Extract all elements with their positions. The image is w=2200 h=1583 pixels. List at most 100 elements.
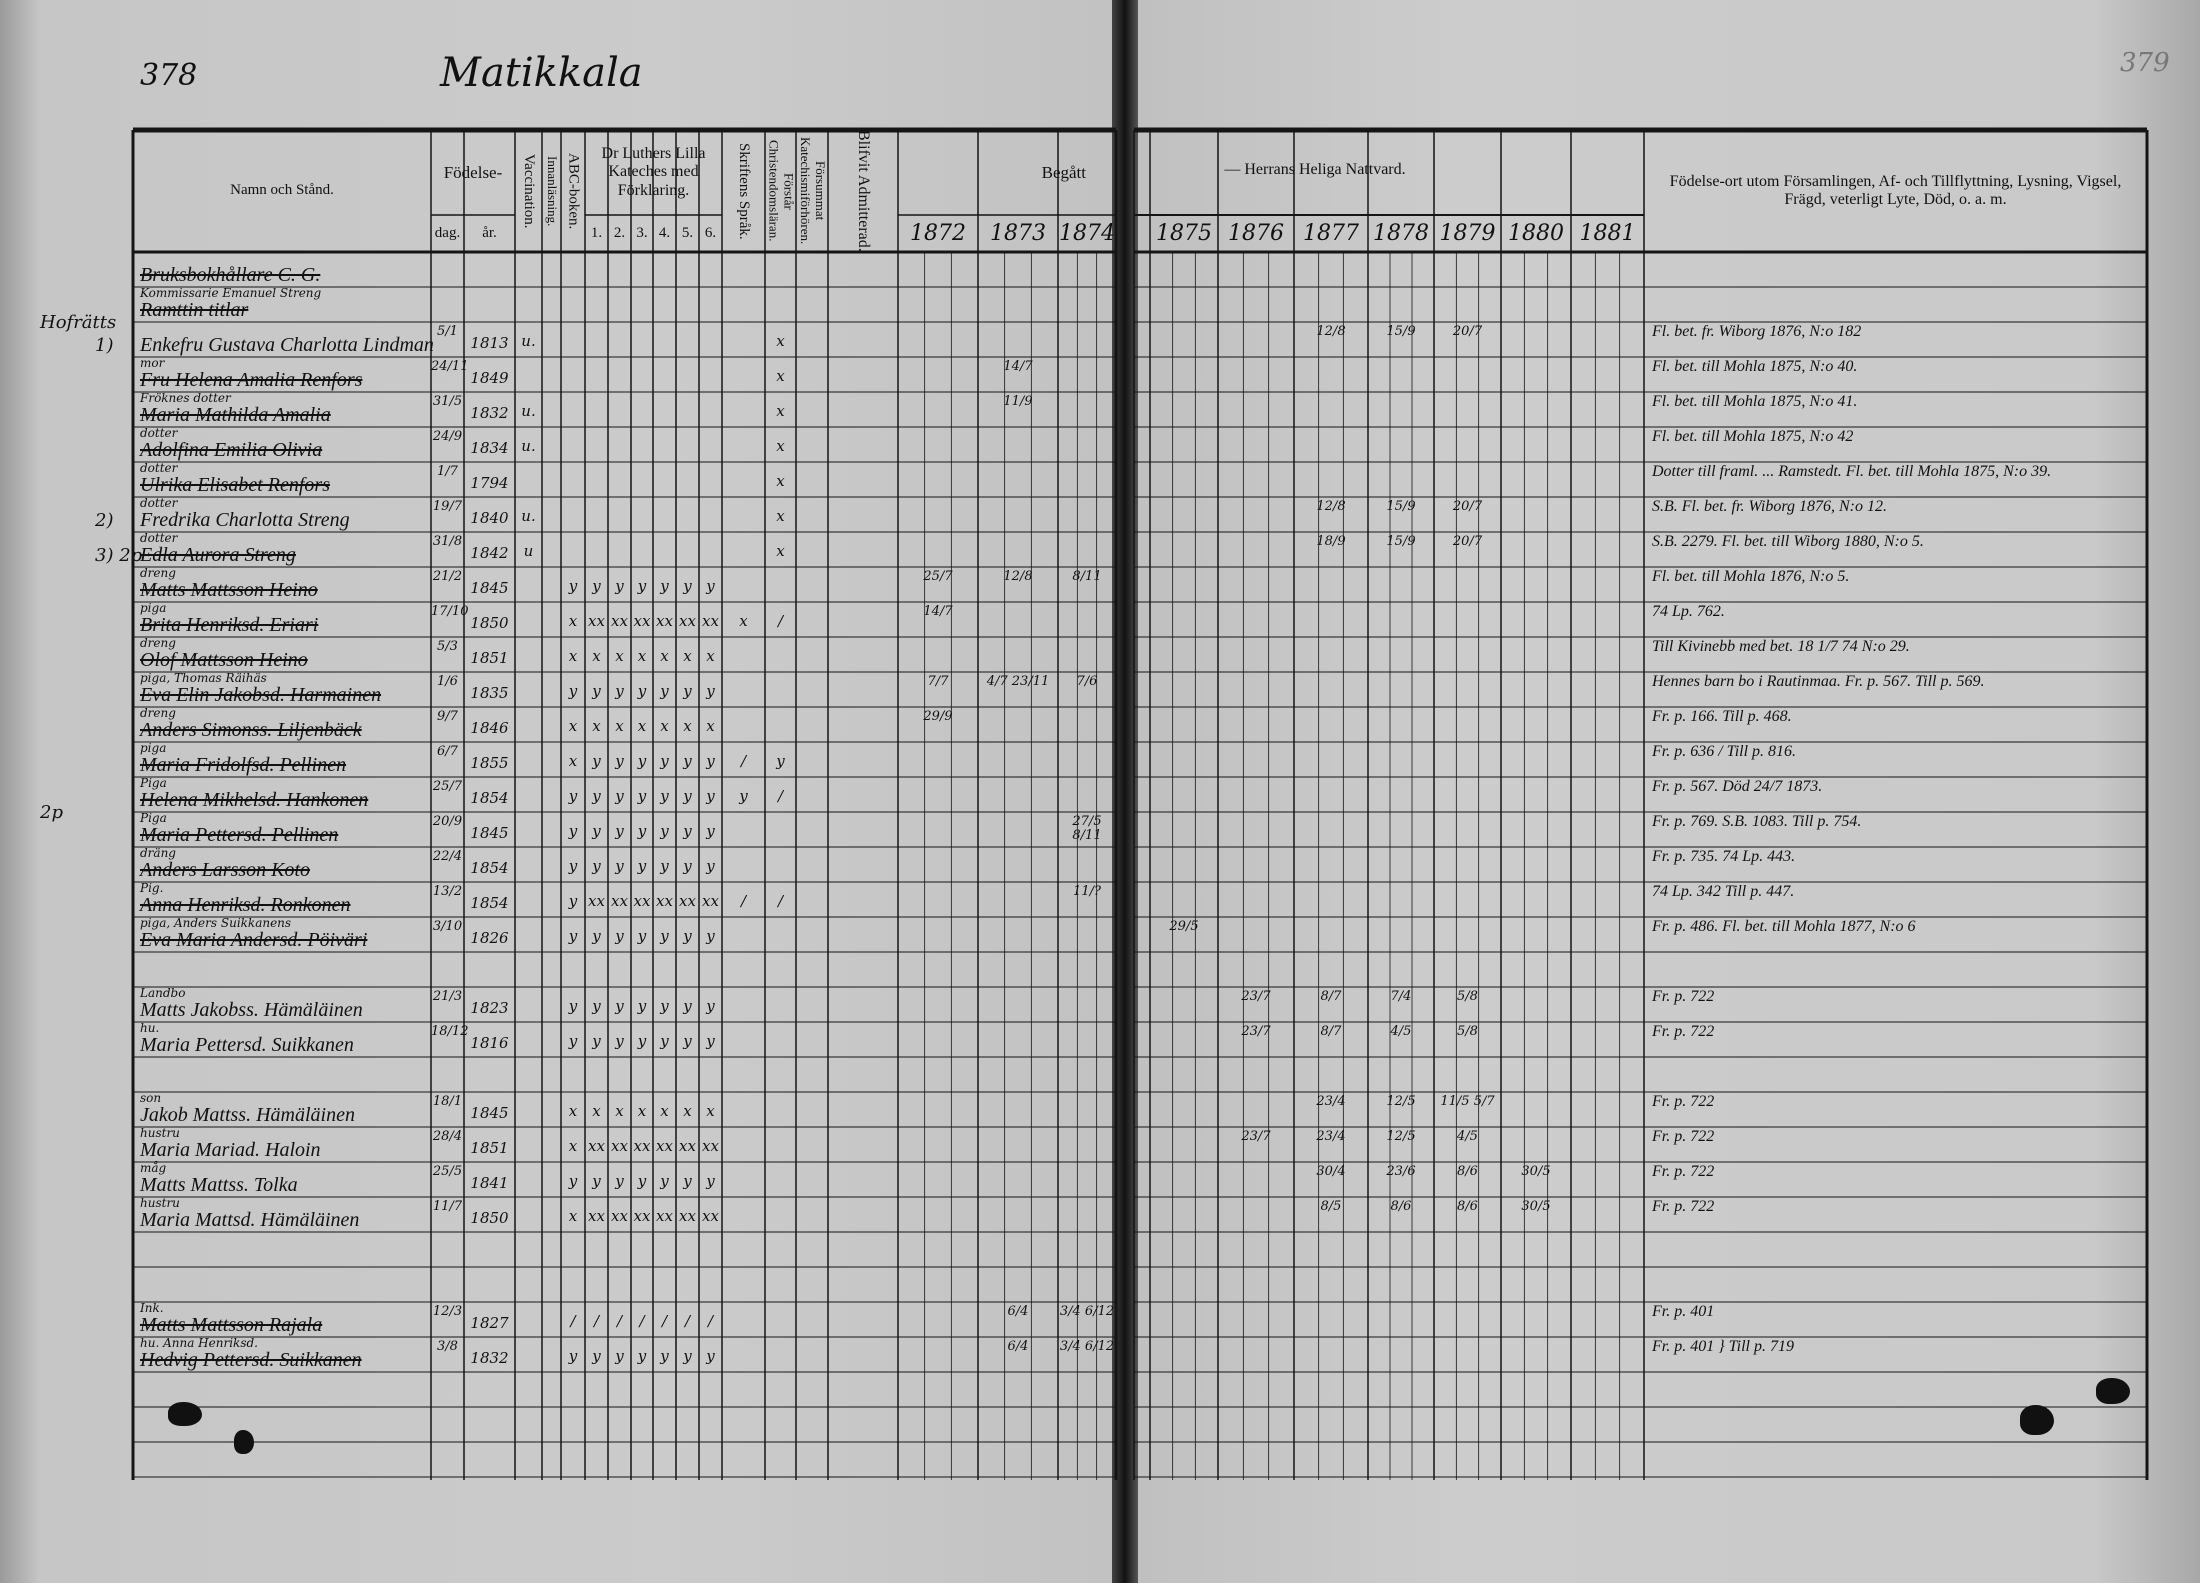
birth-year: 1827 <box>470 1314 509 1332</box>
person-name: Maria Fridolfsd. Pellinen <box>140 754 347 776</box>
catechism-mark: y <box>637 822 647 840</box>
catechism-mark: y <box>615 577 624 595</box>
vaccination-mark: u. <box>521 437 536 455</box>
birth-year: 1845 <box>470 579 509 597</box>
person-status: hu. <box>140 1021 160 1035</box>
communion-1873: 4/7 23/11 <box>986 674 1050 689</box>
remark: Fr. p. 722 <box>1652 1023 1715 1040</box>
catechism-mark: x <box>637 1102 647 1120</box>
person-name: Ulrika Elisabet Renfors <box>140 474 330 496</box>
person-name: Matts Mattsson Heino <box>140 579 318 601</box>
header-birth: Födelse- <box>443 162 503 182</box>
remark: 74 Lp. 342 Till p. 447. <box>1652 883 1795 900</box>
left-page <box>0 0 1116 1583</box>
communion-1876: 23/7 <box>1241 1024 1271 1039</box>
person-status: dotter <box>140 461 178 475</box>
header-year-1877: 1877 <box>1303 220 1359 246</box>
catechism-mark: y <box>706 787 715 805</box>
header-year-1873: 1873 <box>990 220 1046 246</box>
birth-year: 1854 <box>470 789 509 807</box>
catechism-mark: y <box>592 1347 601 1365</box>
abc-mark: x <box>568 1137 578 1155</box>
catechism-mark: y <box>637 577 647 595</box>
catechism-mark: y <box>592 787 601 805</box>
person-name: Edla Aurora Streng <box>140 544 296 566</box>
birth-year: 1854 <box>470 894 509 912</box>
birth-day: 18/12 <box>431 1024 469 1039</box>
catechism-mark: y <box>615 787 624 805</box>
catechism-mark: / <box>639 1312 645 1330</box>
catechism-mark: x <box>660 717 669 735</box>
person-name: Eva Elin Jakobsd. Harmainen <box>140 684 382 706</box>
christian-mark: x <box>776 367 785 385</box>
page-title: Matikkala <box>440 50 643 96</box>
communion-1880: 30/5 <box>1521 1199 1551 1214</box>
birth-day: 5/1 <box>437 324 458 339</box>
catechism-mark: xx <box>679 1207 696 1225</box>
birth-day: 22/4 <box>432 849 463 864</box>
catechism-mark: y <box>683 577 692 595</box>
birth-day: 31/5 <box>432 394 463 409</box>
catechism-mark: y <box>637 1347 647 1365</box>
catechism-mark: xx <box>656 1137 673 1155</box>
communion-1879: 20/7 <box>1452 499 1483 514</box>
communion-1879: 11/5 5/7 <box>1440 1094 1495 1109</box>
birth-day: 3/10 <box>432 919 463 934</box>
christian-mark: / <box>777 892 784 910</box>
remark: Fl. bet. till Mohla 1875, N:o 42 <box>1652 428 1854 445</box>
abc-mark: y <box>568 892 578 910</box>
communion-1874: 7/6 <box>1076 674 1098 689</box>
catechism-mark: y <box>706 1172 715 1190</box>
abc-mark: y <box>568 577 578 595</box>
header-name: Namn och Stånd. <box>230 182 334 199</box>
remark: Fr. p. 722 <box>1652 1093 1715 1110</box>
person-name: Ramttin titlar <box>140 299 249 321</box>
birth-day: 13/2 <box>432 884 463 899</box>
catechism-mark: xx <box>633 892 651 910</box>
christian-mark: x <box>776 437 785 455</box>
person-name: Brita Henriksd. Eriari <box>140 614 319 636</box>
person-status: piga <box>140 741 167 755</box>
person-name: Anders Simonss. Liljenbäck <box>140 719 362 741</box>
catechism-mark: y <box>706 997 715 1015</box>
abc-mark: y <box>568 787 578 805</box>
header-day: dag. <box>434 224 461 241</box>
catechism-mark: xx <box>588 612 605 630</box>
remark: Till Kivinebb med bet. 18 1/7 74 N:o 29. <box>1652 638 1910 655</box>
remark: Fr. p. 722 <box>1652 988 1715 1005</box>
header-abc: ABC-boken. <box>565 152 582 230</box>
abc-mark: x <box>568 1102 578 1120</box>
birth-year: 1855 <box>470 754 509 772</box>
communion-1878: 7/4 <box>1390 989 1412 1004</box>
christian-mark: x <box>776 542 785 560</box>
communion-1878: 15/9 <box>1386 324 1416 339</box>
catechism-mark: xx <box>611 612 628 630</box>
header-year: år. <box>482 224 497 241</box>
catechism-mark: y <box>706 822 715 840</box>
header-admitted: Blifvit Admitterad. <box>855 130 873 252</box>
catechism-mark: y <box>683 1172 692 1190</box>
remark: Fr. p. 166. Till p. 468. <box>1652 708 1792 725</box>
communion-1877: 8/5 <box>1320 1199 1342 1214</box>
birth-day: 20/9 <box>432 814 463 829</box>
remark: Fl. bet. till Mohla 1875, N:o 40. <box>1652 358 1858 375</box>
person-name: Matts Mattss. Tolka <box>140 1174 298 1196</box>
communion-1872: 25/7 <box>923 569 953 584</box>
catechism-mark: y <box>592 577 601 595</box>
birth-day: 11/7 <box>432 1199 463 1214</box>
birth-year: 1816 <box>470 1034 509 1052</box>
communion-1877: 18/9 <box>1316 534 1346 549</box>
catechism-mark: y <box>592 1172 601 1190</box>
person-status: piga <box>140 601 167 615</box>
catechism-mark: x <box>683 1102 692 1120</box>
catechism-mark: y <box>706 857 715 875</box>
catechism-mark: xx <box>588 1207 605 1225</box>
birth-day: 24/9 <box>432 429 463 444</box>
remark: Fr. p. 401 } Till p. 719 <box>1652 1338 1794 1355</box>
abc-mark: y <box>568 682 578 700</box>
abc-mark: y <box>568 1347 578 1365</box>
birth-day: 21/3 <box>432 989 463 1004</box>
christian-mark: x <box>776 402 785 420</box>
header-notes: Födelse-ort utom Församlingen, Af- och T… <box>1669 172 2122 208</box>
person-name: Fredrika Charlotta Streng <box>140 509 350 531</box>
